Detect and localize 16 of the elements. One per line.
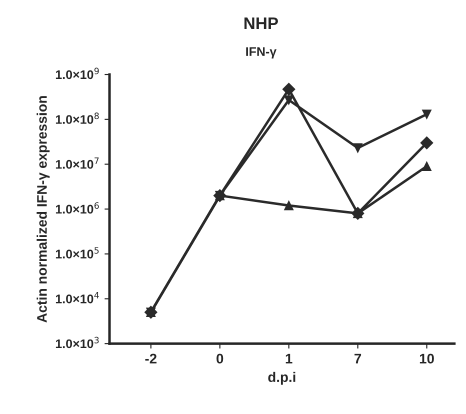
- x-axis-title: d.p.i: [268, 372, 296, 385]
- chart-subtitle: IFN-γ: [246, 47, 277, 58]
- y-tick-label: 1.0×10$^{5}$: [56, 247, 99, 258]
- x-tick-label: 7: [354, 354, 362, 364]
- y-tick-label: 1.0×10$^{6}$: [56, 202, 99, 214]
- x-tick-label: 1: [286, 354, 292, 364]
- y-tick-label: 1.0×10$^{3}$: [56, 336, 99, 348]
- x-tick-label: 10: [420, 354, 434, 364]
- x-tick-label: 0: [216, 354, 224, 364]
- y-tick-label: 1.0×10$^{8}$: [56, 112, 99, 124]
- y-tick-label: 1.0×10$^{9}$: [56, 68, 99, 80]
- chart-title: NHP: [244, 18, 278, 29]
- x-tick-label: -2: [145, 354, 157, 364]
- y-tick-label: 1.0×10$^{7}$: [56, 158, 99, 169]
- y-tick-label: 1.0×10$^{4}$: [56, 292, 99, 304]
- y-axis-title: Actin normalized IFN-γ expression: [36, 96, 50, 323]
